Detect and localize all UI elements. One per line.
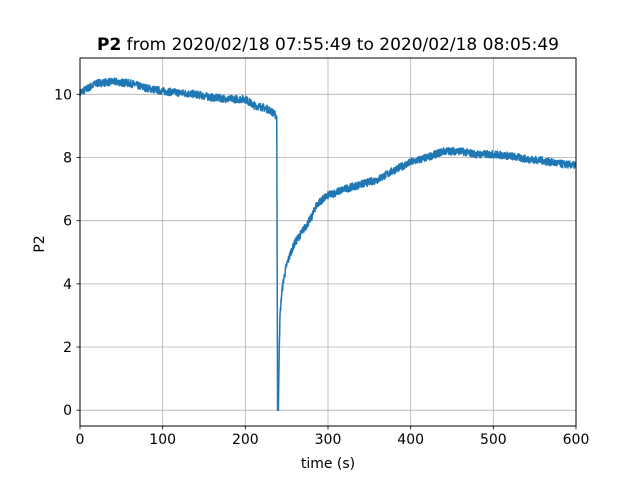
y-tick-label: 4 <box>63 277 72 293</box>
y-axis-ticks: 0 2 4 6 8 10 <box>54 87 80 419</box>
y-tick-label: 10 <box>54 87 72 103</box>
chart-title: P2 from 2020/02/18 07:55:49 to 2020/02/1… <box>97 35 559 55</box>
x-tick-label: 100 <box>149 432 176 448</box>
y-tick-label: 2 <box>63 340 72 356</box>
y-axis-label: P2 <box>32 235 48 252</box>
y-tick-label: 0 <box>63 403 72 419</box>
x-tick-label: 0 <box>76 432 85 448</box>
x-axis-ticks: 0 100 200 300 400 500 600 <box>76 426 590 448</box>
title-time-range: from 2020/02/18 07:55:49 to 2020/02/18 0… <box>121 35 559 55</box>
x-tick-label: 300 <box>315 432 342 448</box>
p2-series-line <box>79 77 577 411</box>
svg-text:P2 from 2020/02/18 07:55:49 to: P2 from 2020/02/18 07:55:49 to 2020/02/1… <box>97 35 559 55</box>
x-axis-label: time (s) <box>301 456 355 472</box>
y-tick-label: 8 <box>63 151 72 167</box>
title-variable: P2 <box>97 35 121 55</box>
x-tick-label: 400 <box>397 432 424 448</box>
plot-area <box>79 77 577 411</box>
x-tick-label: 600 <box>563 432 590 448</box>
grid <box>79 58 577 426</box>
x-tick-label: 200 <box>232 432 259 448</box>
y-tick-label: 6 <box>63 214 72 230</box>
x-tick-label: 500 <box>480 432 507 448</box>
